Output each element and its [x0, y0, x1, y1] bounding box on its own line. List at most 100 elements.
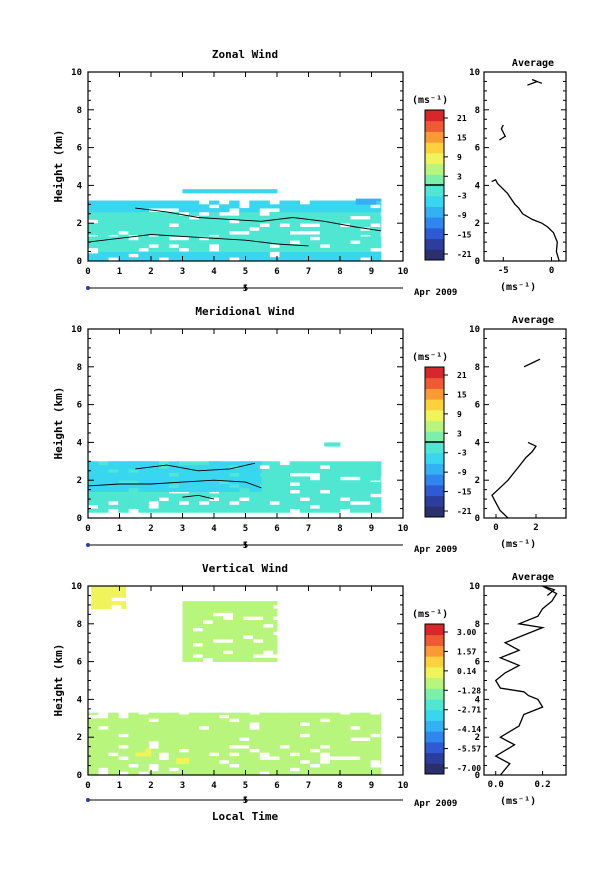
heatmap-cell [370, 243, 381, 249]
heatmap-cell [329, 230, 341, 235]
heatmap-cell [148, 756, 159, 761]
heatmap-cell [219, 722, 230, 727]
heatmap-cell [289, 493, 301, 498]
colorbar-tick-label: 9 [457, 410, 462, 419]
heatmap-cell [329, 752, 341, 757]
heatmap-cell [319, 767, 331, 772]
heatmap-cell [350, 480, 361, 483]
heatmap-cell [219, 740, 230, 746]
heatmap-cell [242, 601, 254, 606]
heatmap-cell [319, 223, 331, 228]
heatmap-cell [289, 253, 301, 258]
heatmap-cell [375, 198, 382, 201]
heatmap-cell [148, 200, 159, 205]
vertical-profile-xlabel: (ms⁻¹) [500, 796, 536, 807]
heatmap-cell [188, 230, 200, 235]
heatmap-cell [98, 236, 109, 241]
heatmap-cell [249, 759, 260, 765]
heatmap-cell [198, 208, 210, 213]
heatmap-cell [360, 468, 371, 474]
heatmap-cell [208, 226, 220, 232]
heatmap-cell [263, 631, 274, 636]
heatmap-cell [229, 253, 240, 258]
profile-y-tick-label: 10 [469, 68, 480, 78]
heatmap-cell [370, 740, 381, 746]
heatmap-cell [198, 771, 210, 776]
colorbar-swatch [425, 688, 444, 700]
profile-y-tick-label: 4 [475, 438, 481, 448]
heatmap-cell [263, 620, 274, 625]
heatmap-cell [370, 465, 381, 470]
heatmap-cell [88, 733, 99, 738]
heatmap-cell [138, 759, 149, 765]
heatmap-cell [108, 487, 119, 492]
colorbar-tick-label: 9 [457, 153, 462, 162]
heatmap-cell [289, 234, 301, 237]
heatmap-cell [380, 468, 382, 474]
profile-y-tick-label: 8 [475, 106, 480, 116]
heatmap-cell [128, 500, 139, 506]
heatmap-cell [168, 737, 180, 742]
heatmap-cell [289, 468, 301, 474]
colorbar-tick-label: -9 [457, 468, 467, 477]
heatmap-cell [249, 508, 260, 513]
heatmap-cell [279, 504, 290, 509]
heatmap-cell [88, 752, 99, 757]
heatmap-cell [289, 763, 301, 768]
heatmap-cell [319, 215, 331, 220]
heatmap-cell [208, 744, 220, 749]
heatmap-cell [350, 722, 361, 727]
heatmap-cell [350, 200, 361, 205]
heatmap-cell [188, 500, 200, 506]
heatmap-cell [178, 497, 190, 502]
heatmap-cell [98, 493, 109, 498]
profile-y-tick-label: 10 [469, 325, 480, 335]
colorbar-frame [424, 623, 445, 775]
heatmap-cell [98, 211, 109, 217]
heatmap-cell [249, 493, 260, 498]
heatmap-cell [309, 771, 321, 776]
heatmap-cell [350, 211, 361, 217]
heatmap-cell [178, 219, 190, 224]
heatmap-cell [88, 722, 99, 727]
meridional-profile-title: Average [512, 315, 554, 326]
heatmap-cell [219, 480, 230, 483]
heatmap-cell [138, 468, 149, 474]
heatmap-cell [360, 230, 371, 235]
heatmap-cell [219, 468, 230, 474]
heatmap-cell [208, 504, 220, 509]
heatmap-cell [219, 718, 230, 723]
heatmap-cell [232, 650, 244, 655]
heatmap-cell [340, 208, 351, 213]
heatmap-cell [319, 226, 331, 232]
heatmap-cell [158, 223, 170, 228]
heatmap-cell [259, 243, 270, 249]
heatmap-cell [128, 714, 139, 719]
heatmap-cell [219, 748, 230, 753]
y-tick-label: 6 [77, 401, 82, 411]
heatmap-cell [208, 208, 220, 213]
heatmap-cell [249, 480, 260, 485]
heatmap-cell [208, 740, 220, 746]
colorbar-swatch [425, 463, 444, 475]
heatmap-cell [148, 725, 159, 731]
date-axis-marker [86, 286, 90, 290]
heatmap-cell [239, 465, 250, 470]
heatmap-cell [279, 493, 290, 498]
colorbar-swatch [425, 163, 444, 175]
heatmap-cell [182, 601, 193, 606]
heatmap-cell [360, 763, 371, 768]
heatmap-cell [158, 748, 170, 753]
heatmap-cell [253, 650, 264, 655]
heatmap-cell [299, 253, 311, 258]
colorbar-swatch [425, 152, 444, 165]
heatmap-cell [101, 601, 112, 606]
colorbar-swatch [425, 731, 444, 743]
heatmap-cell [239, 725, 250, 731]
heatmap-cell [329, 257, 341, 262]
heatmap-cell [108, 763, 119, 768]
heatmap-cell [309, 240, 321, 245]
heatmap-cell [370, 737, 381, 742]
colorbar-swatch [425, 367, 444, 379]
heatmap-cell [299, 208, 311, 213]
